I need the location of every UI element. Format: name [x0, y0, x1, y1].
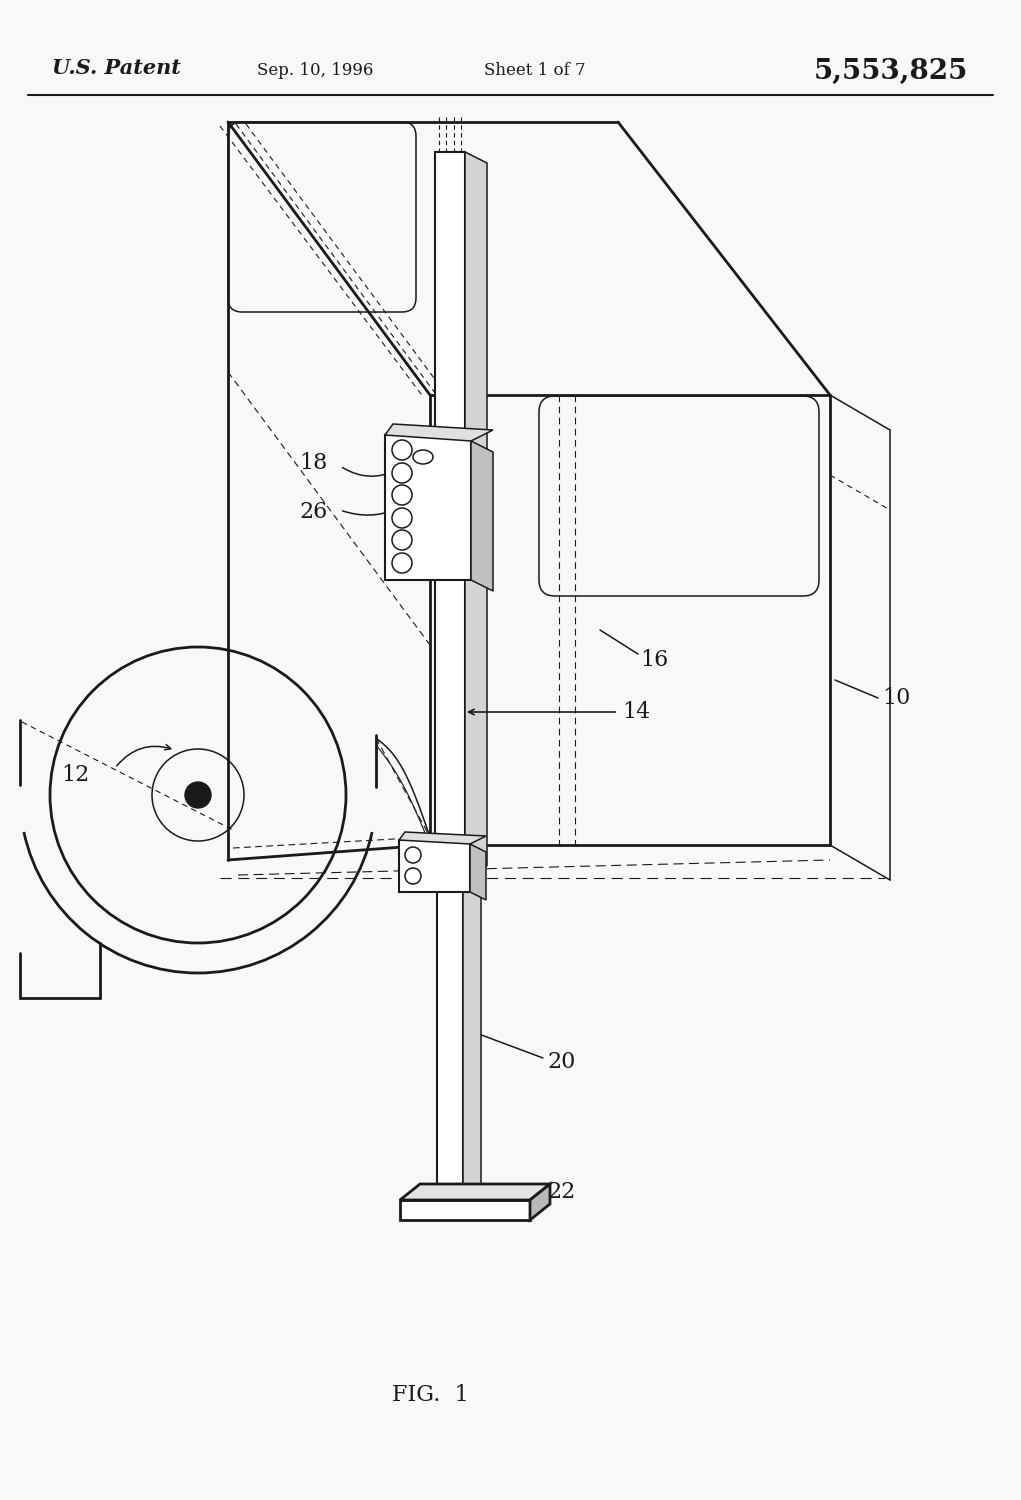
Text: 26: 26: [300, 501, 328, 524]
Text: Sep. 10, 1996: Sep. 10, 1996: [257, 62, 374, 80]
Polygon shape: [385, 424, 493, 441]
Text: FIG.  1: FIG. 1: [392, 1384, 469, 1406]
Polygon shape: [471, 441, 493, 591]
Text: U.S. Patent: U.S. Patent: [52, 58, 181, 78]
Polygon shape: [530, 1184, 550, 1219]
Text: 16: 16: [640, 650, 669, 670]
Bar: [437, 870, 463, 1200]
Ellipse shape: [414, 450, 433, 464]
Polygon shape: [470, 844, 486, 900]
Bar: [435, 152, 465, 855]
Polygon shape: [399, 833, 486, 844]
Bar: [430, 855, 470, 870]
Text: 18: 18: [299, 452, 328, 474]
Text: Sheet 1 of 7: Sheet 1 of 7: [484, 62, 586, 80]
Text: 12: 12: [61, 764, 90, 786]
Text: 10: 10: [882, 687, 911, 709]
Bar: [385, 435, 471, 580]
Bar: [400, 1200, 530, 1219]
Circle shape: [185, 782, 211, 808]
Polygon shape: [465, 152, 487, 866]
Text: 14: 14: [622, 700, 650, 723]
Text: 5,553,825: 5,553,825: [814, 58, 968, 86]
Bar: [399, 840, 470, 892]
Text: 20: 20: [547, 1052, 576, 1072]
Polygon shape: [463, 870, 481, 1209]
Polygon shape: [400, 1184, 550, 1200]
Text: 22: 22: [547, 1180, 575, 1203]
